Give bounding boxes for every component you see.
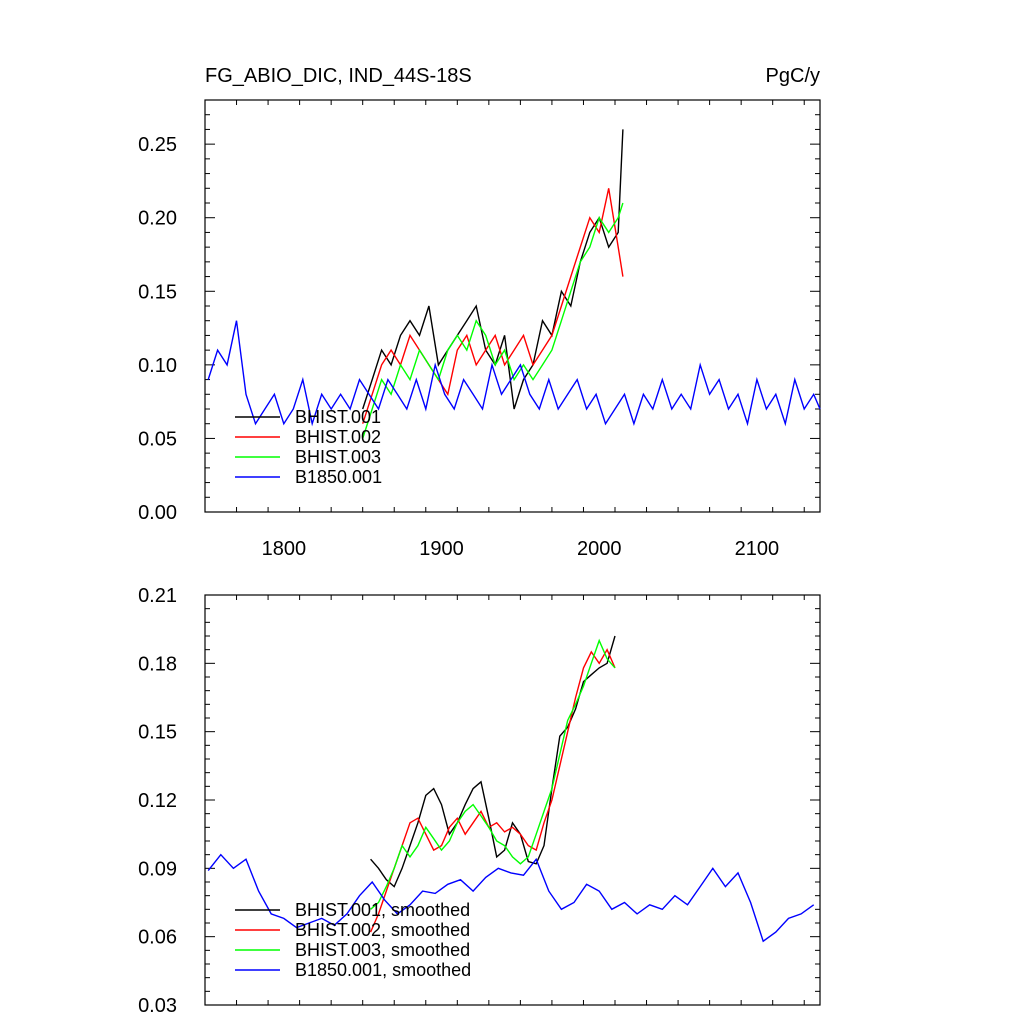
legend-label: BHIST.003, smoothed [295,940,470,960]
series-line-bhist-001 [370,635,616,888]
y-tick-label: 0.15 [138,281,177,303]
series-line-bhist-003 [362,202,624,439]
units-label: PgC/y [766,65,820,87]
y-tick-label: 0.21 [138,585,177,607]
x-tick-label: 1900 [419,538,464,560]
series-line-b1850-001 [207,853,815,943]
x-tick-label: 2000 [577,538,622,560]
y-tick-label: 0.06 [138,927,177,949]
y-tick-label: 0.10 [138,355,177,377]
legend-label: BHIST.003 [295,447,381,467]
legend-label: BHIST.001, smoothed [295,900,470,920]
y-tick-label: 0.15 [138,722,177,744]
legend-label: BHIST.002, smoothed [295,920,470,940]
y-tick-label: 0.09 [138,858,177,880]
legend-label: BHIST.001 [295,407,381,427]
y-tick-label: 0.12 [138,790,177,812]
legend-label: B1850.001, smoothed [295,960,471,980]
y-tick-label: 0.20 [138,208,177,230]
y-tick-label: 0.25 [138,134,177,156]
x-tick-label: 1800 [262,538,307,560]
series-line-b1850-001 [207,320,821,427]
series-line-bhist-002 [369,648,616,933]
y-tick-label: 0.18 [138,653,177,675]
x-tick-label: 2100 [735,538,780,560]
bottom-panel: 0.03 0.06 0.09 0.12 0.15 0.18 0.21 BHIST.001, s… [138,585,821,1017]
series-line-bhist-002 [362,188,624,424]
chart-title: FG_ABIO_DIC, IND_44S-18S [205,65,472,87]
legend-label: B1850.001 [295,467,382,487]
top-panel: 1800 1900 2000 2100 0.00 0.05 0.10 0.15 0.20 0.25… [138,99,821,560]
y-tick-label: 0.00 [138,502,177,524]
legend-label: BHIST.002 [295,427,381,447]
series-line-bhist-003 [370,638,616,910]
y-tick-label: 0.05 [138,428,177,450]
y-tick-label: 0.03 [138,995,177,1017]
